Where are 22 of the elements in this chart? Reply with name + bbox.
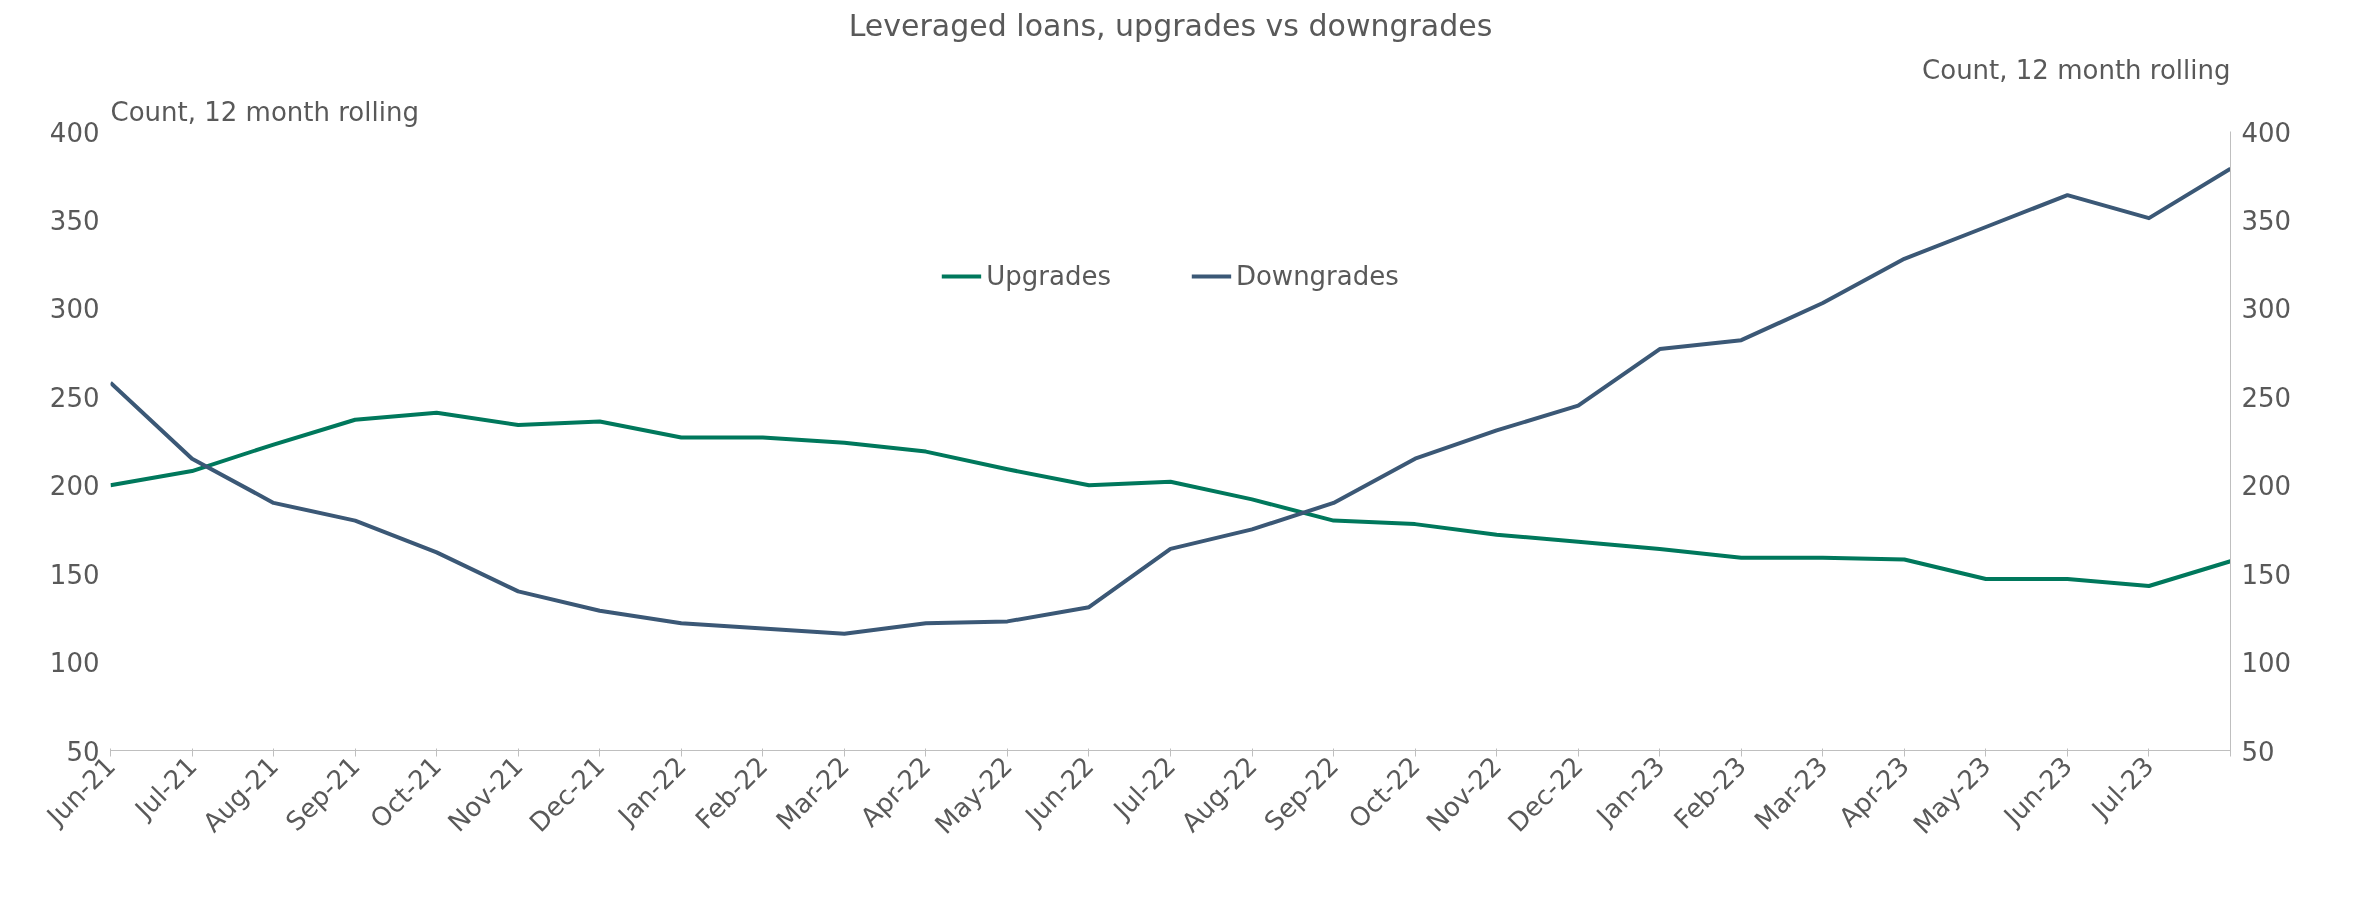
- y-tick-label: 200: [49, 471, 100, 502]
- y-tick-label: 150: [49, 559, 100, 590]
- y2-axis-title: Count, 12 month rolling: [1922, 54, 2231, 85]
- legend-label: Downgrades: [1235, 261, 1399, 291]
- y-tick-label: 300: [49, 294, 100, 325]
- chart-title: Leveraged loans, upgrades vs downgrades: [848, 7, 1493, 43]
- y2-tick-label: 150: [2241, 559, 2292, 590]
- y-tick-label: 250: [49, 382, 100, 413]
- y2-tick-label: 400: [2241, 117, 2292, 148]
- y2-tick-label: 350: [2241, 205, 2292, 236]
- legend-label: Upgrades: [986, 261, 1111, 291]
- y2-tick-label: 50: [2241, 736, 2275, 767]
- y2-tick-label: 300: [2241, 294, 2292, 325]
- y2-tick-label: 100: [2241, 648, 2292, 679]
- y-tick-label: 100: [49, 648, 100, 679]
- y-axis-title: Count, 12 month rolling: [110, 96, 419, 127]
- y2-tick-label: 250: [2241, 382, 2292, 413]
- line-series: [110, 166, 2231, 636]
- y-tick-label: 400: [49, 117, 100, 148]
- y-tick-label: 350: [49, 205, 100, 236]
- y2-tick-label: 200: [2241, 471, 2292, 502]
- line-series: [110, 410, 2231, 589]
